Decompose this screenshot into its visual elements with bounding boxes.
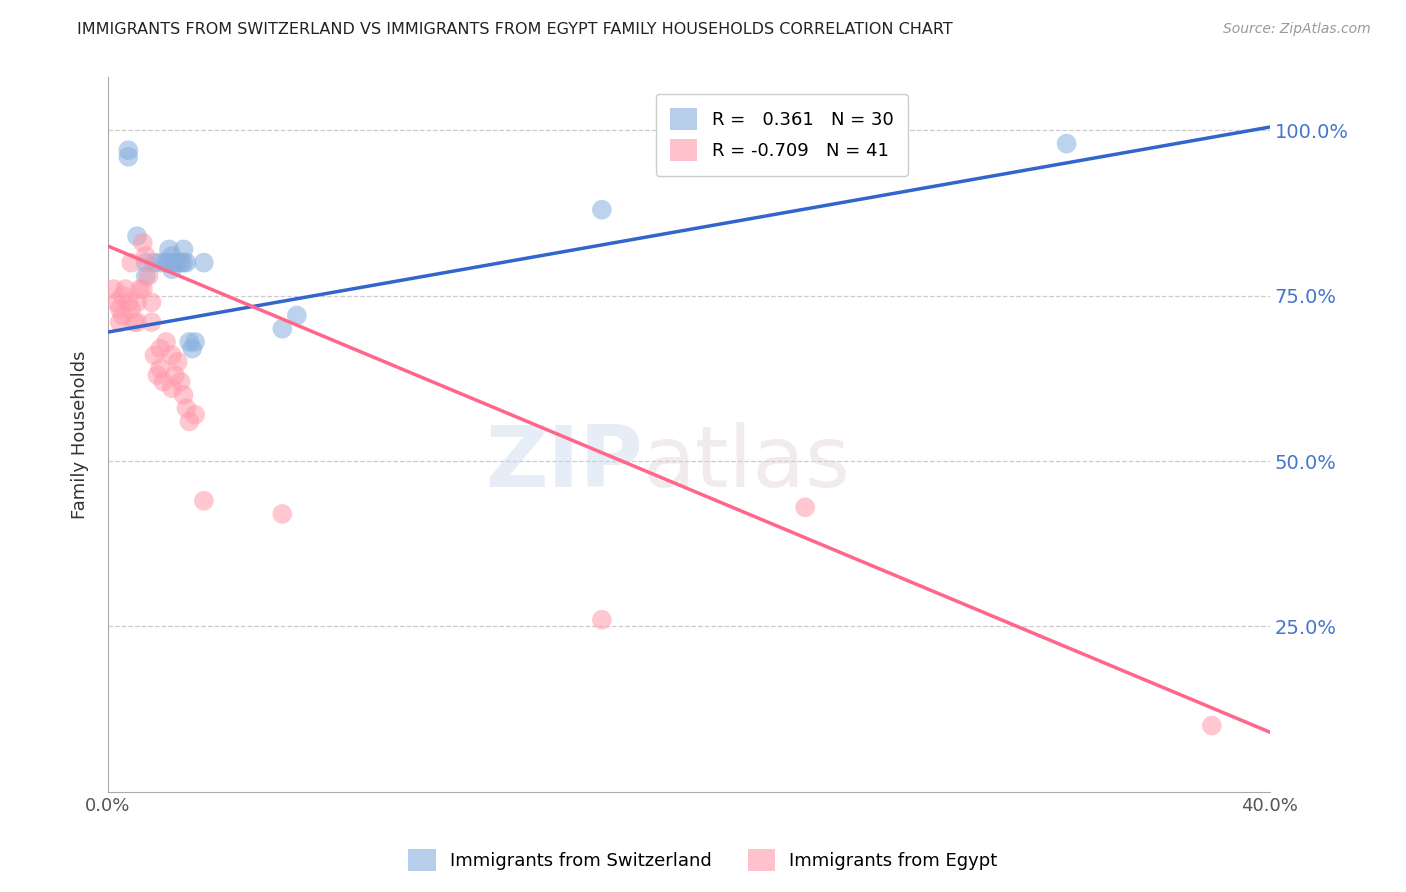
Point <box>184 408 207 422</box>
Point <box>166 355 188 369</box>
Text: IMMIGRANTS FROM SWITZERLAND VS IMMIGRANTS FROM EGYPT FAMILY HOUSEHOLDS CORRELATI: IMMIGRANTS FROM SWITZERLAND VS IMMIGRANT… <box>77 22 953 37</box>
Point <box>166 255 188 269</box>
Point <box>169 255 191 269</box>
Point <box>120 301 142 316</box>
Point <box>149 361 172 376</box>
Point <box>117 150 139 164</box>
Legend: Immigrants from Switzerland, Immigrants from Egypt: Immigrants from Switzerland, Immigrants … <box>401 842 1005 879</box>
Text: Source: ZipAtlas.com: Source: ZipAtlas.com <box>1223 22 1371 37</box>
Point <box>141 315 163 329</box>
Point <box>176 255 198 269</box>
Text: atlas: atlas <box>643 422 851 505</box>
Point <box>184 334 207 349</box>
Point <box>129 282 152 296</box>
Point <box>157 243 180 257</box>
Point <box>591 202 613 217</box>
Point <box>193 493 215 508</box>
Point <box>135 255 157 269</box>
Point <box>193 255 215 269</box>
Point <box>285 309 308 323</box>
Point <box>108 315 131 329</box>
Point <box>160 249 183 263</box>
Point <box>160 348 183 362</box>
Text: ZIP: ZIP <box>485 422 643 505</box>
Point <box>794 500 817 515</box>
Point <box>111 288 134 302</box>
Point <box>122 315 145 329</box>
Point <box>160 381 183 395</box>
Point <box>271 507 294 521</box>
Point <box>176 401 198 416</box>
Point <box>135 249 157 263</box>
Point <box>152 375 174 389</box>
Legend: R =   0.361   N = 30, R = -0.709   N = 41: R = 0.361 N = 30, R = -0.709 N = 41 <box>655 94 908 176</box>
Point <box>114 282 136 296</box>
Point <box>160 262 183 277</box>
Point <box>117 295 139 310</box>
Point <box>103 282 125 296</box>
Point <box>173 255 195 269</box>
Point <box>125 295 148 310</box>
Point <box>173 243 195 257</box>
Point <box>591 613 613 627</box>
Point <box>146 368 169 382</box>
Point <box>181 342 204 356</box>
Point <box>149 255 172 269</box>
Y-axis label: Family Households: Family Households <box>72 351 89 519</box>
Point <box>138 268 160 283</box>
Point <box>169 375 191 389</box>
Point <box>111 309 134 323</box>
Point <box>135 268 157 283</box>
Point <box>1056 136 1078 151</box>
Point <box>132 235 155 250</box>
Point <box>179 414 201 428</box>
Point <box>149 342 172 356</box>
Point <box>132 282 155 296</box>
Point <box>155 334 177 349</box>
Point <box>105 295 128 310</box>
Point <box>157 255 180 269</box>
Point <box>179 334 201 349</box>
Point <box>271 322 294 336</box>
Point <box>163 368 186 382</box>
Point <box>125 229 148 244</box>
Point <box>163 255 186 269</box>
Point <box>143 255 166 269</box>
Point <box>1201 718 1223 732</box>
Point <box>117 143 139 157</box>
Point <box>143 348 166 362</box>
Point <box>141 295 163 310</box>
Point <box>108 301 131 316</box>
Point <box>125 315 148 329</box>
Point <box>120 255 142 269</box>
Point <box>155 255 177 269</box>
Point <box>173 388 195 402</box>
